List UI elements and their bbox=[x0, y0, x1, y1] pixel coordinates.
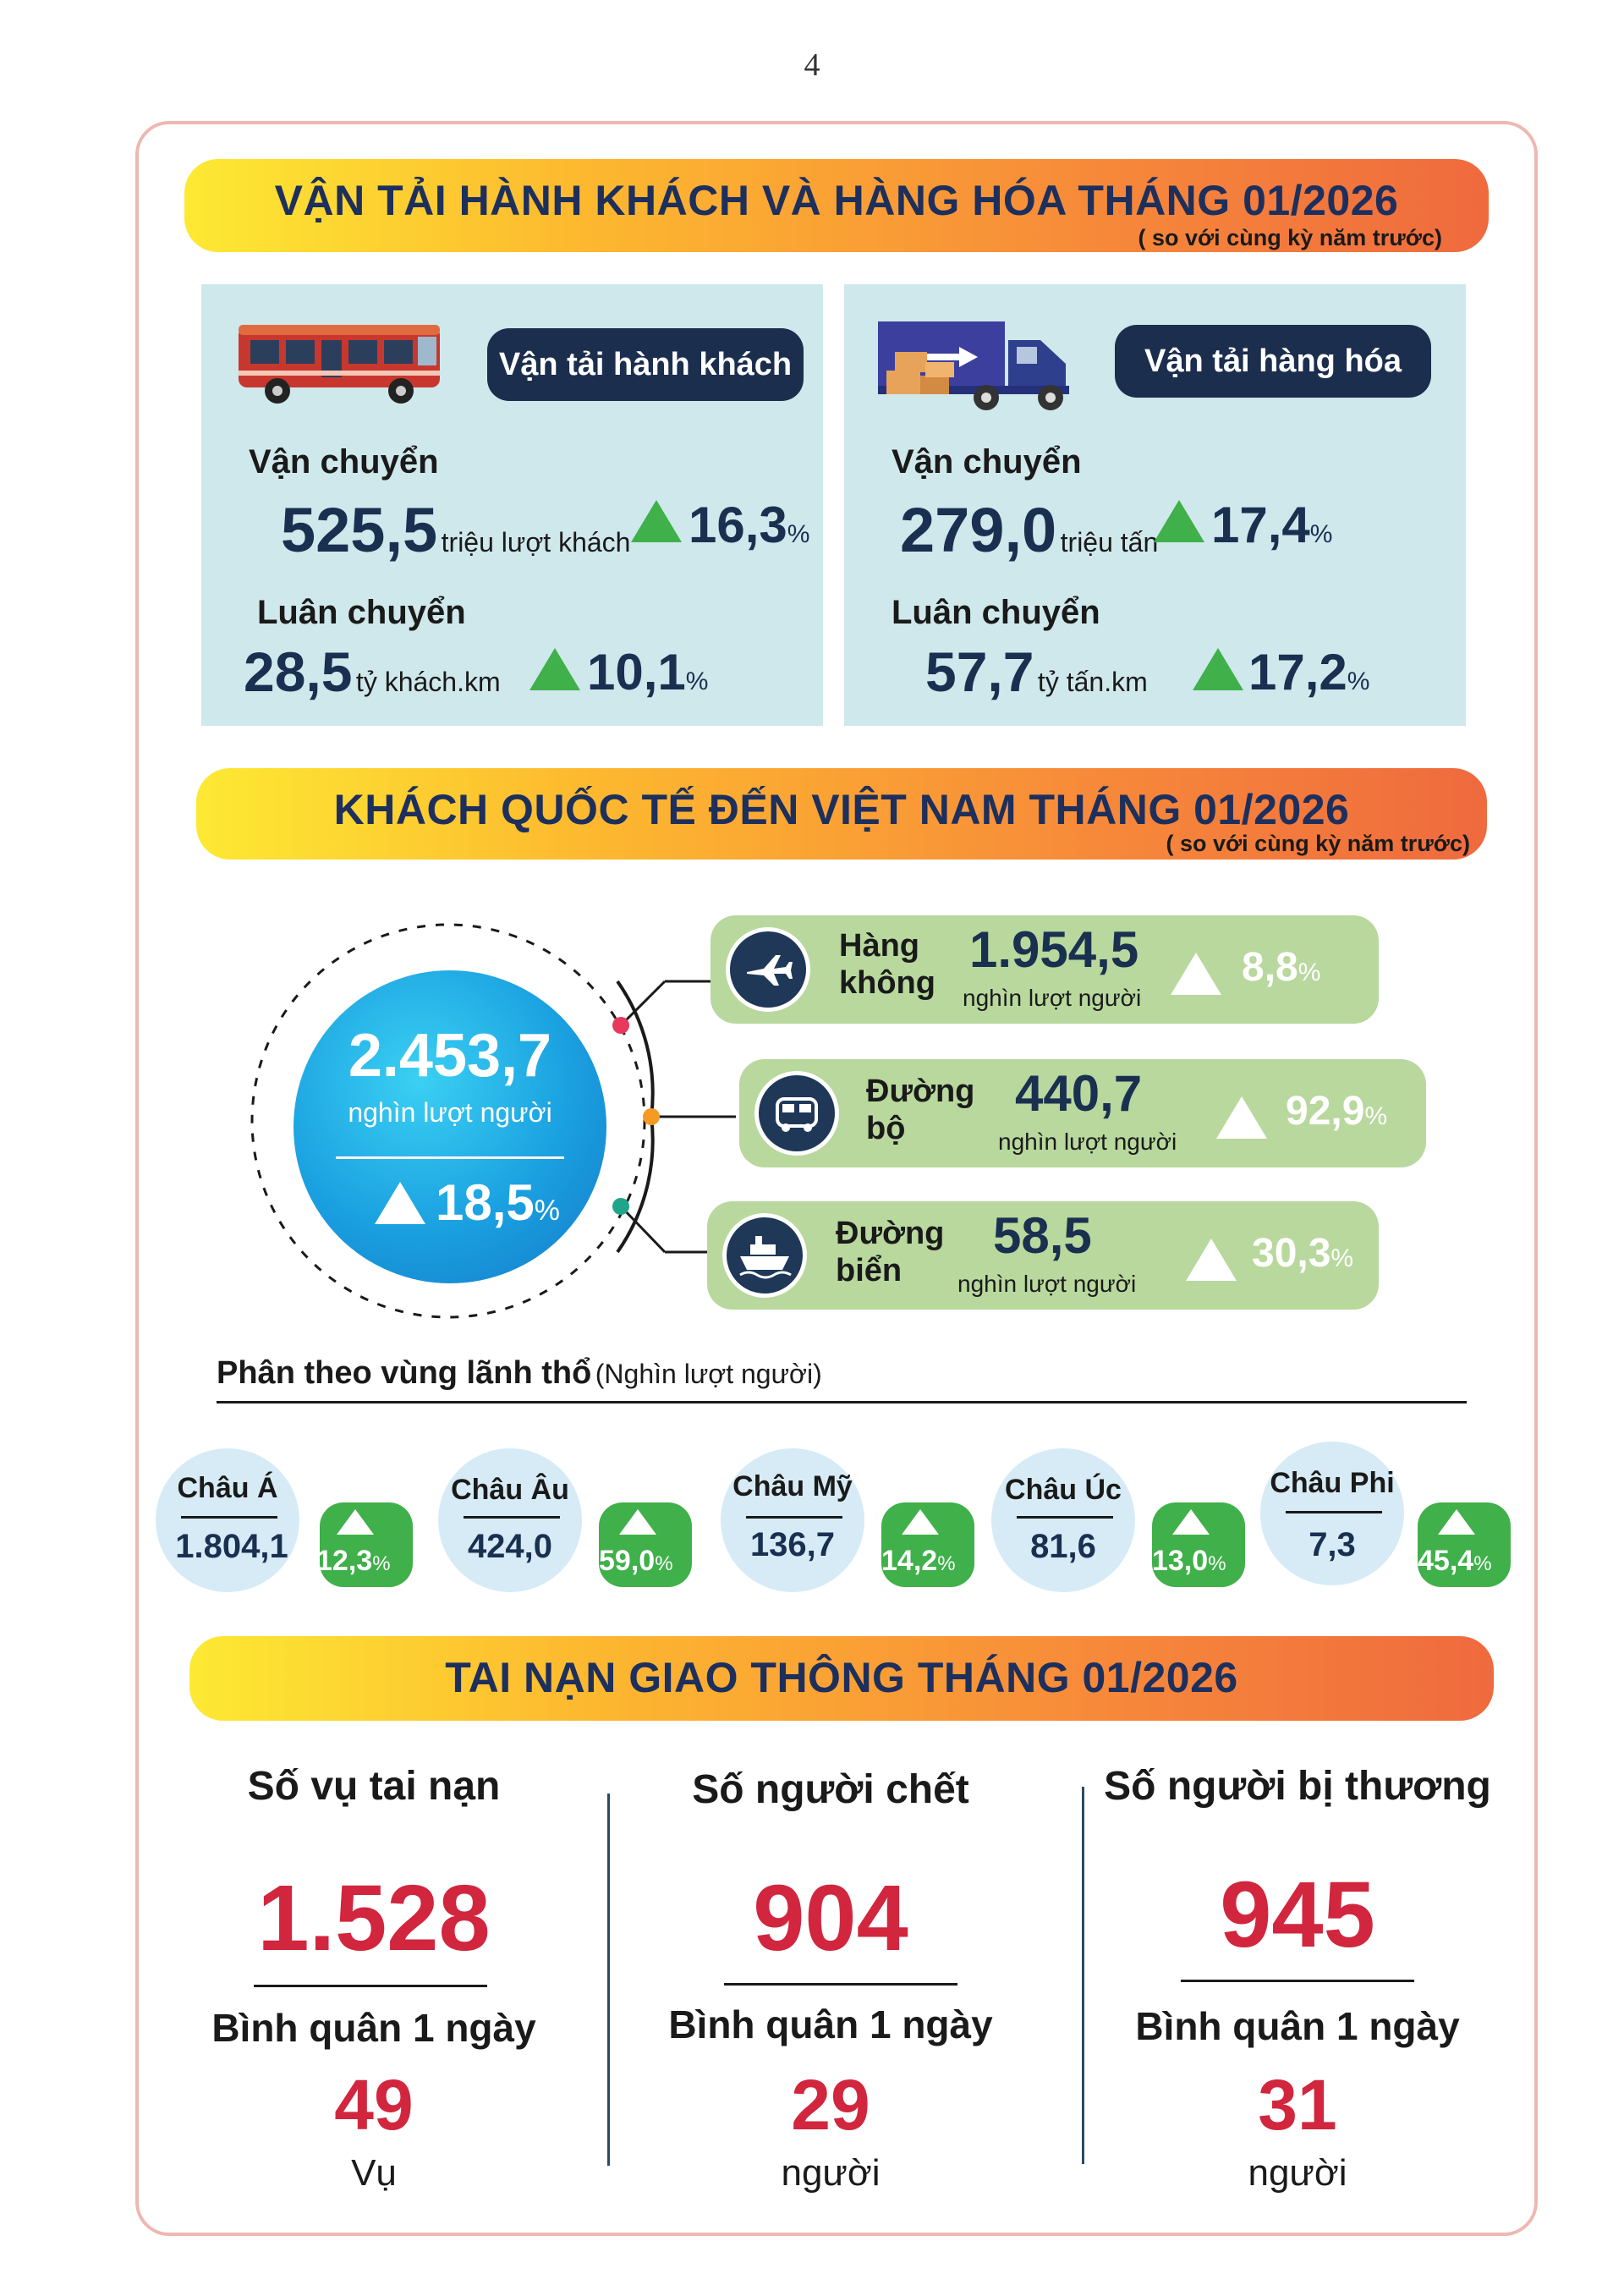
divider bbox=[1181, 1980, 1414, 1982]
cargo-carried-label: Vận chuyển bbox=[892, 443, 1082, 481]
passenger-carried-pct: 16,3% bbox=[689, 497, 810, 553]
passenger-rotation-label: Luân chuyển bbox=[257, 594, 466, 631]
cargo-rotation-unit: tỷ tấn.km bbox=[1037, 667, 1148, 697]
page-number: 4 bbox=[804, 47, 820, 83]
accident-column-cases: Số vụ tai nạn 1.528 Bình quân 1 ngày 49 … bbox=[211, 1764, 536, 2194]
cargo-rotation-value: 57,7 bbox=[925, 640, 1034, 703]
up-arrow-icon bbox=[1171, 953, 1221, 995]
passenger-rotation-row: 28,5 tỷ khách.km bbox=[244, 640, 501, 704]
route-sea-value: 58,5 bbox=[993, 1207, 1092, 1264]
accidents-banner-title: TAI NẠN GIAO THÔNG THÁNG 01/2026 bbox=[445, 1654, 1238, 1701]
passenger-carried-label: Vận chuyển bbox=[249, 443, 439, 481]
up-arrow-icon bbox=[1216, 1096, 1267, 1139]
passenger-carried-unit: triệu lượt khách bbox=[441, 527, 631, 558]
bus-icon bbox=[239, 325, 440, 404]
cargo-rotation-label: Luân chuyển bbox=[892, 594, 1100, 631]
truck-icon bbox=[878, 321, 1069, 410]
region-africa: Châu Phi 7,3 45,4% bbox=[1257, 1442, 1519, 1602]
up-arrow-icon bbox=[1172, 1509, 1210, 1535]
cargo-carried-pct: 17,4% bbox=[1211, 497, 1333, 553]
up-arrow-icon bbox=[1186, 1239, 1237, 1281]
route-sea-name: Đường biển bbox=[836, 1216, 945, 1288]
divider bbox=[254, 1985, 487, 1987]
column-divider bbox=[1082, 1787, 1084, 2164]
cargo-carried-value: 279,0 bbox=[900, 495, 1057, 565]
up-arrow-icon bbox=[619, 1509, 656, 1535]
up-arrow-icon bbox=[1193, 648, 1243, 690]
up-arrow-icon bbox=[1438, 1509, 1475, 1535]
cargo-pill: Vận tải hàng hóa bbox=[1115, 325, 1431, 398]
visitors-banner-title: KHÁCH QUỐC TẾ ĐẾN VIỆT NAM THÁNG 01/2026 bbox=[333, 786, 1350, 833]
connector-lines bbox=[612, 980, 736, 1254]
region-heading: Phân theo vùng lãnh thổ (Nghìn lượt ngườ… bbox=[217, 1355, 822, 1391]
route-road-unit: nghìn lượt người bbox=[998, 1129, 1177, 1155]
transport-banner-subtitle: ( so với cùng kỳ năm trước) bbox=[1138, 225, 1442, 250]
route-air: Hàng không 1.954,5 nghìn lượt người 8,8% bbox=[710, 915, 1379, 1024]
route-road: Đường bộ 440,7 nghìn lượt người 92,9% bbox=[739, 1059, 1426, 1167]
route-road-name: Đường bộ bbox=[866, 1074, 975, 1146]
transport-banner: VẬN TẢI HÀNH KHÁCH VÀ HÀNG HÓA THÁNG 01/… bbox=[184, 159, 1489, 252]
route-road-pct: 92,9% bbox=[1286, 1089, 1388, 1134]
cargo-carried-unit: triệu tấn bbox=[1060, 527, 1159, 558]
page-frame bbox=[135, 121, 1538, 2236]
passenger-rotation-pct: 10,1% bbox=[587, 644, 709, 700]
up-arrow-icon bbox=[529, 648, 580, 690]
total-visitors-value: 2.453,7 bbox=[348, 1022, 552, 1090]
up-arrow-icon bbox=[337, 1509, 374, 1535]
cargo-panel: Vận tải hàng hóa Vận chuyển 279,0 triệu … bbox=[844, 284, 1466, 726]
up-arrow-icon bbox=[1154, 500, 1204, 542]
divider bbox=[336, 1156, 564, 1159]
total-visitors-pct: 18,5% bbox=[436, 1174, 561, 1231]
passenger-pill: Vận tải hành khách bbox=[487, 328, 804, 401]
visitors-banner: KHÁCH QUỐC TẾ ĐẾN VIỆT NAM THÁNG 01/2026… bbox=[196, 768, 1487, 860]
up-arrow-icon bbox=[902, 1509, 939, 1535]
column-divider bbox=[607, 1793, 610, 2166]
divider bbox=[724, 1983, 957, 1986]
passenger-carried-row: 525,5 triệu lượt khách bbox=[281, 494, 630, 566]
region-europe: Châu Âu 424,0 59,0% bbox=[433, 1445, 695, 1606]
total-visitors-circle: 2.453,7 nghìn lượt người 18,5% bbox=[294, 970, 606, 1283]
route-sea-pct: 30,3% bbox=[1252, 1231, 1354, 1276]
transport-banner-title: VẬN TẢI HÀNH KHÁCH VÀ HÀNG HÓA THÁNG 01/… bbox=[274, 177, 1399, 224]
route-air-pct: 8,8% bbox=[1242, 945, 1321, 990]
cargo-rotation-row: 57,7 tỷ tấn.km bbox=[925, 640, 1148, 704]
route-air-name: Hàng không bbox=[839, 928, 935, 1001]
region-oceania: Châu Úc 81,6 13,0% bbox=[986, 1445, 1248, 1606]
route-sea: Đường biển 58,5 nghìn lượt người 30,3% bbox=[707, 1201, 1379, 1310]
passenger-rotation-unit: tỷ khách.km bbox=[355, 667, 501, 697]
region-america: Châu Mỹ 136,7 14,2% bbox=[716, 1445, 978, 1606]
cargo-carried-row: 279,0 triệu tấn bbox=[900, 494, 1158, 566]
passenger-panel: Vận tải hành khách Vận chuyển 525,5 triệ… bbox=[201, 284, 823, 726]
accident-column-deaths: Số người chết 904 Bình quân 1 ngày 29 ng… bbox=[668, 1767, 993, 2194]
total-visitors-unit: nghìn lượt người bbox=[348, 1097, 552, 1128]
accidents-banner: TAI NẠN GIAO THÔNG THÁNG 01/2026 bbox=[189, 1636, 1494, 1721]
route-air-unit: nghìn lượt người bbox=[963, 985, 1142, 1011]
up-arrow-icon bbox=[631, 500, 682, 542]
airplane-icon bbox=[726, 927, 810, 1012]
route-air-value: 1.954,5 bbox=[969, 921, 1139, 978]
divider bbox=[217, 1401, 1467, 1403]
accident-column-injuries: Số người bị thương 945 Bình quân 1 ngày … bbox=[1104, 1764, 1491, 2194]
ship-icon bbox=[722, 1213, 807, 1298]
region-asia: Châu Á 1.804,1 12,3% bbox=[151, 1445, 413, 1606]
route-road-value: 440,7 bbox=[1015, 1065, 1143, 1122]
passenger-rotation-value: 28,5 bbox=[244, 640, 353, 703]
bus-icon bbox=[754, 1071, 839, 1156]
up-arrow-icon bbox=[375, 1182, 425, 1224]
passenger-carried-value: 525,5 bbox=[281, 495, 438, 565]
route-sea-unit: nghìn lượt người bbox=[957, 1271, 1137, 1297]
cargo-rotation-pct: 17,2% bbox=[1248, 644, 1370, 700]
visitors-banner-subtitle: ( so với cùng kỳ năm trước) bbox=[1166, 831, 1470, 856]
